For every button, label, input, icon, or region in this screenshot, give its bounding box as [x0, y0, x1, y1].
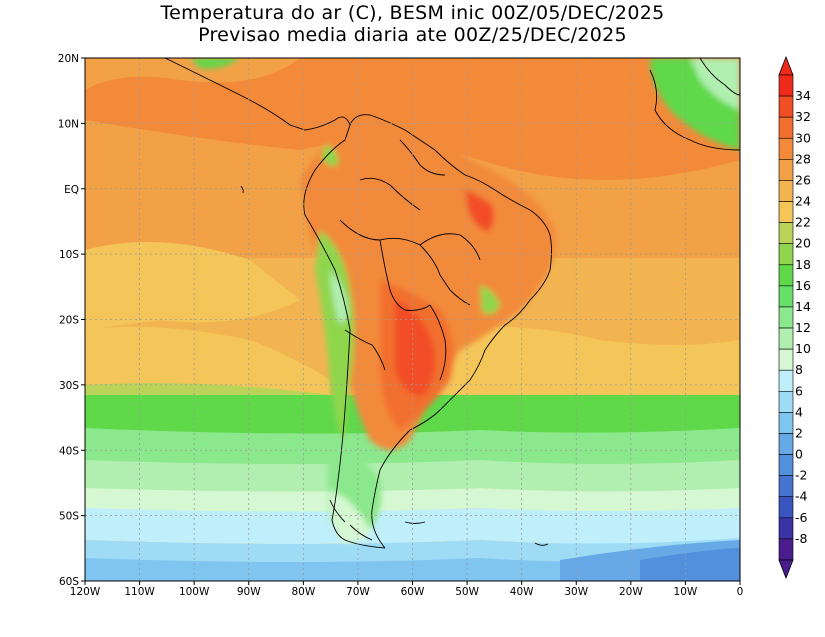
colorbar-swatch	[778, 116, 794, 139]
colorbar-label: 12	[795, 320, 811, 335]
lat-tick-label: 60S	[59, 576, 79, 588]
lon-tick-label: 110W	[124, 586, 155, 598]
colorbar-swatch	[778, 264, 794, 287]
map-title-line-1: Temperatura do ar (C), BESM inic 00Z/05/…	[160, 2, 665, 24]
lon-tick-label: 80W	[291, 586, 315, 598]
lon-tick-label: 0	[737, 586, 744, 598]
colorbar-label: -4	[795, 489, 808, 504]
colorbar-label: 32	[795, 109, 811, 124]
lon-tick-label: 20W	[619, 586, 643, 598]
colorbar-swatch	[778, 327, 794, 350]
lat-tick-label: 30S	[59, 380, 79, 392]
colorbar-swatch	[778, 285, 794, 308]
colorbar-min-arrow	[778, 559, 794, 580]
colorbar-swatch	[778, 243, 794, 266]
colorbar-label: 28	[795, 151, 811, 166]
colorbar-label: 2	[795, 425, 803, 440]
colorbar-label: 10	[795, 341, 811, 356]
lat-tick-label: 10N	[58, 118, 79, 130]
colorbar-swatch	[778, 180, 794, 202]
lon-tick-label: 100W	[179, 586, 210, 598]
lon-tick-label: 10W	[674, 586, 698, 598]
lon-tick-label: 30W	[564, 586, 588, 598]
colorbar-swatch	[778, 433, 794, 455]
colorbar-swatch	[778, 412, 794, 434]
colorbar-swatch	[778, 454, 794, 476]
colorbar-label: 14	[795, 299, 811, 314]
colorbar-label: 22	[795, 215, 811, 230]
lon-tick-label: 60W	[401, 586, 425, 598]
colorbar-label: 34	[795, 88, 811, 103]
colorbar-swatch	[778, 348, 794, 371]
colorbar-swatch	[778, 538, 794, 561]
longitude-axis: 120W 110W 100W 90W 80W 70W 60W 50W 40W 30W 20W 10W 0	[70, 581, 744, 598]
colorbar-label: -6	[795, 510, 808, 525]
map-title-line-2: Previsao media diaria ate 00Z/25/DEC/202…	[198, 24, 627, 46]
colorbar-swatch	[778, 159, 794, 181]
colorbar-swatch	[778, 517, 794, 540]
colorbar-label: 6	[795, 383, 803, 398]
graticule	[85, 58, 740, 581]
lat-tick-label: 20N	[58, 53, 79, 65]
colorbar-max-arrow	[778, 55, 794, 76]
colorbar-label: 26	[795, 172, 811, 187]
colorbar-label: 20	[795, 236, 811, 251]
colorbar-label: 8	[795, 362, 803, 377]
lat-tick-label: 50S	[59, 511, 79, 523]
colorbar-label: 30	[795, 130, 811, 145]
lat-tick-label: 20S	[59, 315, 79, 327]
lat-tick-label: 10S	[59, 249, 79, 261]
lat-tick-label: 40S	[59, 445, 79, 457]
colorbar-swatch	[778, 496, 794, 519]
lon-tick-label: 120W	[70, 586, 101, 598]
colorbar-label: 0	[795, 447, 803, 462]
lon-tick-label: 40W	[510, 586, 534, 598]
lon-tick-label: 90W	[237, 586, 261, 598]
coastlines	[164, 58, 740, 549]
colorbar-swatch	[778, 475, 794, 498]
colorbar-label: 18	[795, 257, 811, 272]
latitude-axis: 20N 10N EQ 10S 20S 30S 40S 50S 60S	[58, 53, 85, 588]
colorbar-label: 24	[795, 194, 811, 209]
colorbar-swatch	[778, 369, 794, 392]
colorbar-swatch	[778, 95, 794, 118]
lat-tick-label: EQ	[64, 184, 79, 196]
colorbar-swatch	[778, 137, 794, 160]
colorbar-label: -2	[795, 468, 807, 483]
colorbar-swatch	[778, 222, 794, 244]
colorbar-swatch	[778, 391, 794, 413]
colorbar-swatch	[778, 74, 794, 97]
colorbar-label: 16	[795, 278, 811, 293]
lon-tick-label: 70W	[346, 586, 370, 598]
lon-tick-label: 50W	[455, 586, 479, 598]
colorbar-swatch	[778, 201, 794, 223]
colorbar-label: 4	[795, 404, 803, 419]
colorbar-label: -8	[795, 531, 808, 546]
colorbar-swatch	[778, 306, 794, 329]
